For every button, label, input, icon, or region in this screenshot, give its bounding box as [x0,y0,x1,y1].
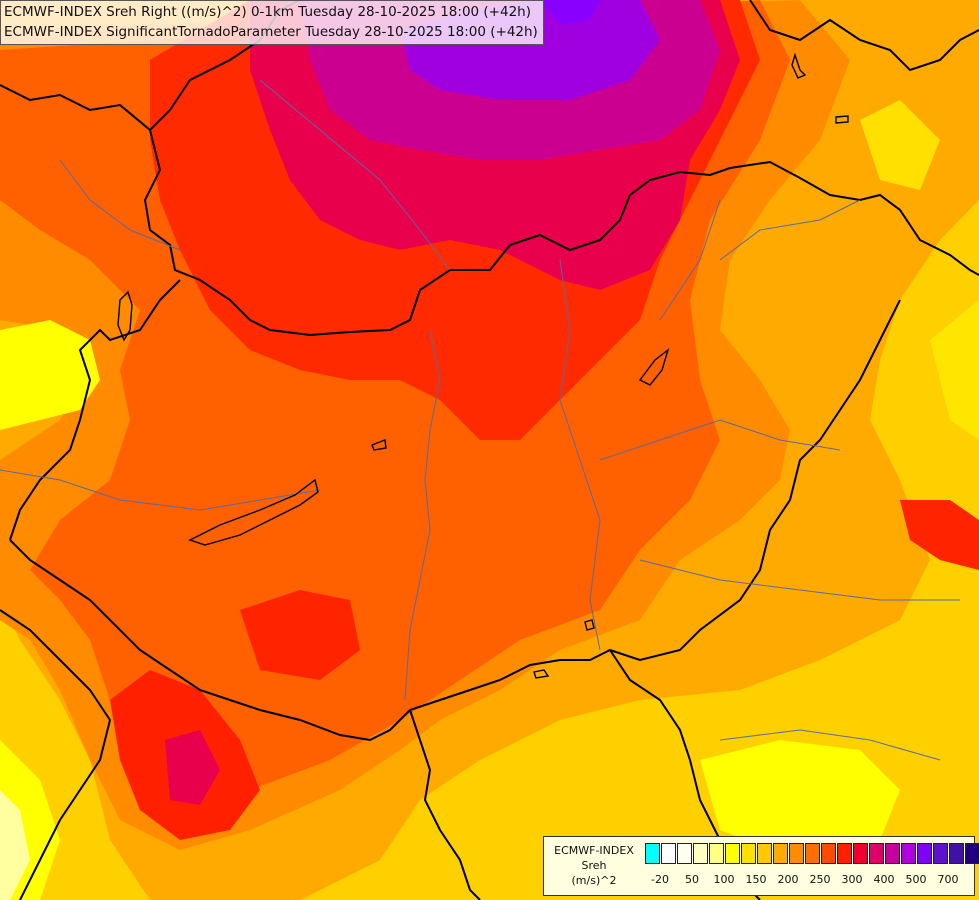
field-50-se [700,740,900,860]
legend-swatch [693,843,708,864]
legend-swatch [661,843,676,864]
legend-tick-label: -20 [651,873,669,886]
region-line-5 [0,469,321,511]
legend-swatch [885,843,900,864]
legend-tick-label: 50 [685,873,699,886]
legend-swatch [933,843,948,864]
legend-tick-label: 100 [713,873,735,886]
field-50-ne [860,100,940,190]
region-line-7 [719,729,941,761]
border-north [0,84,979,337]
border-ne [749,0,979,72]
legend-tick-label: 700 [937,873,959,886]
field-20-sw [0,790,30,900]
lake-small-4 [533,669,550,679]
legend-swatch [869,843,884,864]
region-line-4 [599,419,841,461]
title-sreh: ECMWF-INDEX Sreh Right ((m/s)^2) 0-1km T… [4,4,531,20]
legend-swatch [853,843,868,864]
region-line-10 [719,199,861,261]
lake-small-5 [584,619,595,631]
field-300-sc [240,590,360,680]
legend-swatch [725,843,740,864]
region-line-2 [404,329,441,701]
legend-tick-label: 150 [745,873,767,886]
legend-caption: ECMWF-INDEX Sreh (m/s)^2 [548,843,640,888]
lake-small-1 [371,439,387,451]
region-line-6 [639,559,960,601]
lake-neusiedl [117,290,133,342]
legend-swatch [645,843,660,864]
lake-tisza [638,348,670,386]
legend-swatch [789,843,804,864]
region-line-8 [59,159,181,251]
field-50-west [0,320,100,430]
lake-small-2 [791,52,807,79]
legend-title: ECMWF-INDEX [554,844,634,857]
legend-tick-label: 250 [809,873,831,886]
legend-variable: Sreh [581,859,607,872]
border-west [9,279,181,541]
lake-balaton [188,478,319,546]
legend-tick-label: 200 [777,873,799,886]
legend-swatch [773,843,788,864]
border-east [9,299,901,742]
color-legend: ECMWF-INDEX Sreh (m/s)^2 -20 50 100 150 200 2… [543,836,979,896]
legend-swatch [837,843,852,864]
lake-small-3 [835,115,849,124]
region-line-3 [559,259,601,651]
field-350-sw [165,730,220,805]
region-borders [0,79,960,761]
field-600 [540,0,600,25]
legend-swatch [965,843,979,864]
legend-swatch [709,843,724,864]
legend-swatch [821,843,836,864]
legend-tick-label: 400 [873,873,895,886]
region-line-9 [659,199,721,321]
legend-swatch [677,843,692,864]
region-line-1 [259,79,451,271]
legend-swatch [741,843,756,864]
border-south [409,709,481,900]
lakes [117,52,849,679]
field-50-e [930,300,979,440]
legend-tick-labels: -20 50 100 150 200 250 300 400 500 700 [645,873,969,889]
legend-swatch [757,843,772,864]
field-300-e [900,500,979,570]
map-title-box: ECMWF-INDEX Sreh Right ((m/s)^2) 0-1km T… [0,0,544,45]
legend-swatch [805,843,820,864]
border-sw [0,609,112,900]
legend-swatch [901,843,916,864]
legend-tick-label: 300 [841,873,863,886]
legend-tick-label: 500 [905,873,927,886]
legend-swatch [917,843,932,864]
title-stp: ECMWF-INDEX SignificantTornadoParameter … [4,24,538,40]
legend-swatch [949,843,964,864]
legend-unit: (m/s)^2 [571,874,617,887]
legend-swatches [645,843,979,864]
